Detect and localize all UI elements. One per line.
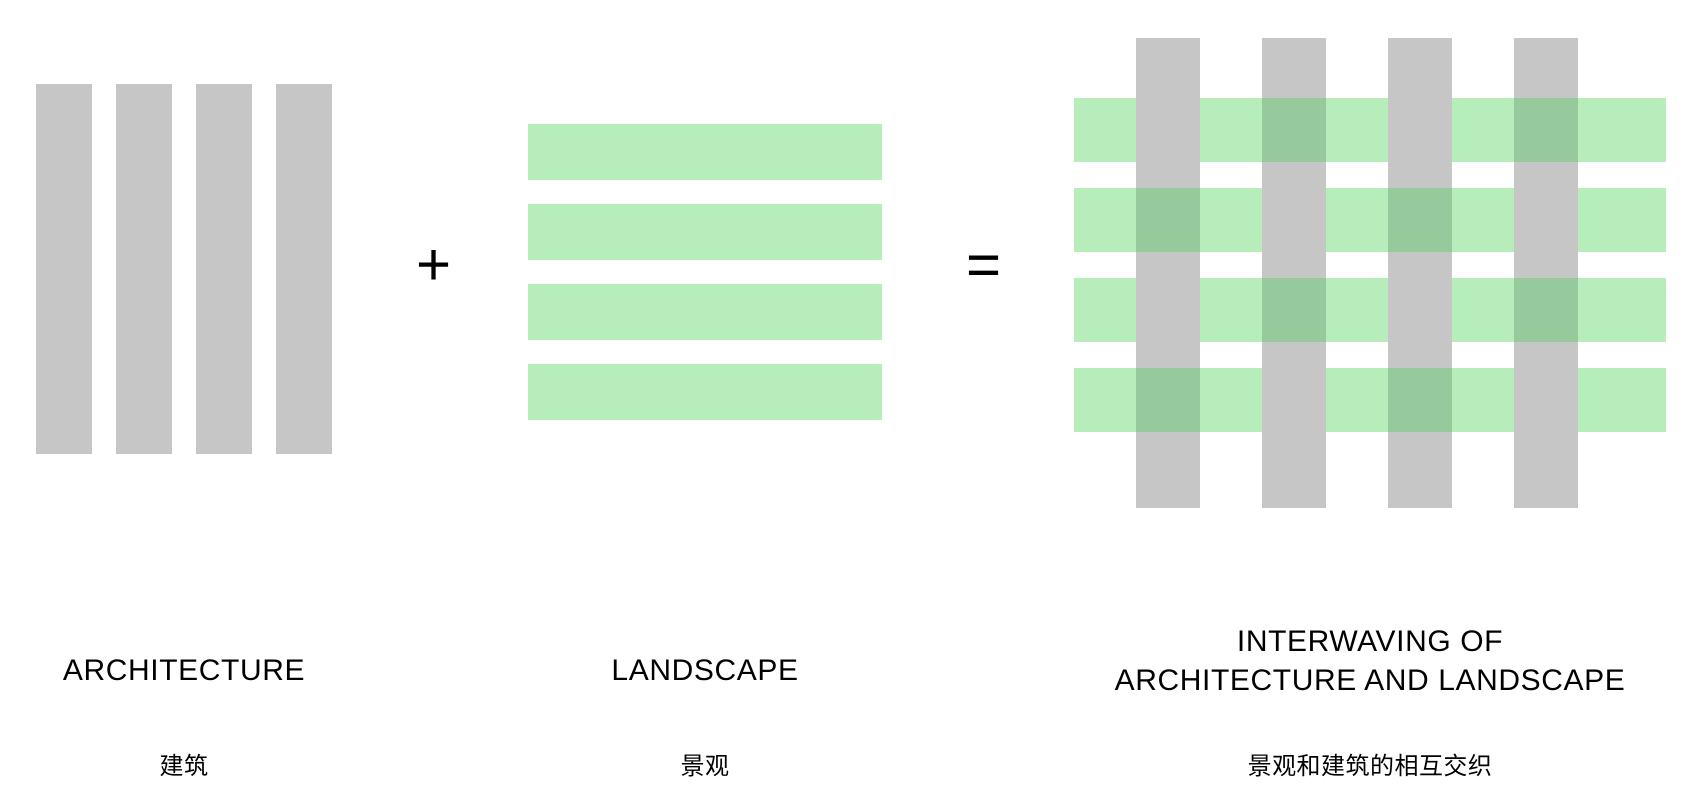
weave-intersection [1388, 188, 1452, 252]
landscape-label-en: LANDSCAPE [505, 654, 905, 688]
landscape-bar [528, 364, 882, 420]
weave-intersection [1136, 368, 1200, 432]
weave-intersection [1388, 278, 1452, 342]
plus-operator: + [416, 230, 451, 299]
weave-intersection [1262, 368, 1326, 432]
weave-intersection [1262, 188, 1326, 252]
weave-intersection [1514, 368, 1578, 432]
interweave-label-cn: 景观和建筑的相互交织 [1020, 746, 1700, 781]
architecture-label-cn: 建筑 [0, 746, 384, 781]
interweave-panel [1074, 38, 1666, 508]
architecture-bar [276, 84, 332, 454]
diagram-canvas: + = ARCHITECTURE 建筑 LANDSCAPE 景观 INTERWA… [0, 0, 1700, 802]
architecture-bar [196, 84, 252, 454]
landscape-bar [528, 124, 882, 180]
architecture-panel [36, 84, 332, 454]
weave-intersection [1388, 98, 1452, 162]
weave-intersection [1514, 98, 1578, 162]
landscape-bar [528, 204, 882, 260]
weave-intersection [1262, 98, 1326, 162]
weave-intersection [1136, 98, 1200, 162]
weave-intersection [1262, 278, 1326, 342]
weave-intersection [1514, 188, 1578, 252]
architecture-bar [36, 84, 92, 454]
architecture-bar [116, 84, 172, 454]
landscape-label-cn: 景观 [505, 746, 905, 781]
weave-intersection [1136, 278, 1200, 342]
weave-intersection [1388, 368, 1452, 432]
landscape-panel [528, 124, 882, 420]
weave-intersection [1136, 188, 1200, 252]
interweave-label-en: INTERWAVING OF ARCHITECTURE AND LANDSCAP… [1020, 622, 1700, 700]
weave-intersection [1514, 278, 1578, 342]
equals-operator: = [966, 230, 1001, 299]
landscape-bar [528, 284, 882, 340]
architecture-label-en: ARCHITECTURE [0, 654, 384, 688]
